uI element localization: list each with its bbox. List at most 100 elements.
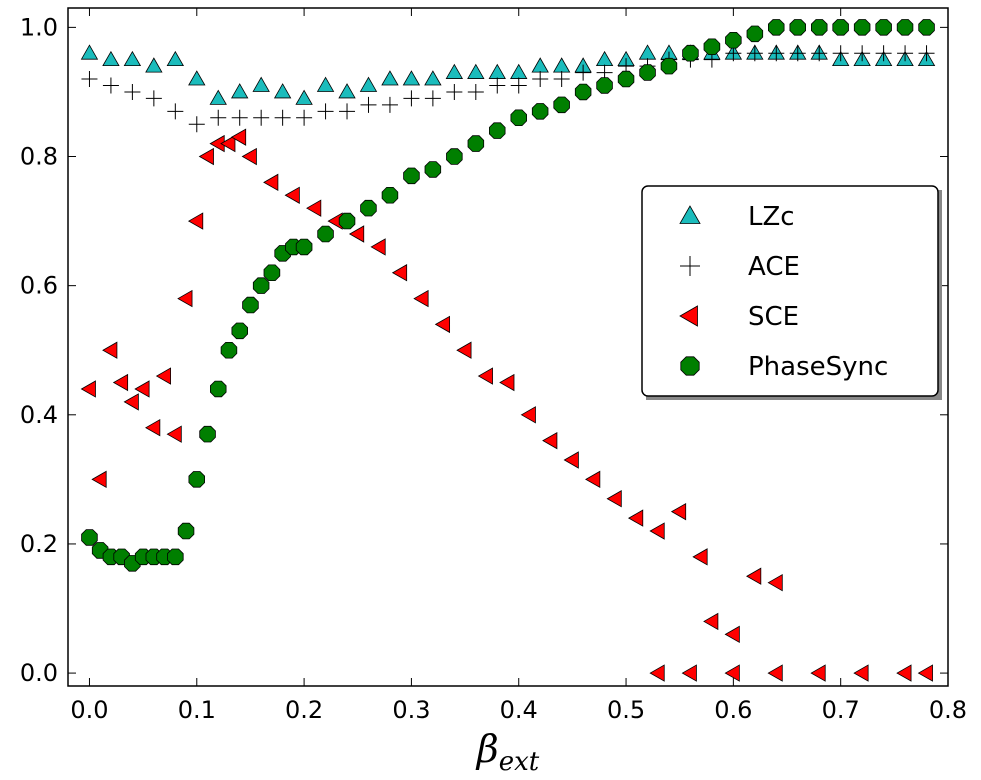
point-sce [91,470,107,489]
point-ace [167,103,184,120]
point-ace [510,77,527,94]
point-phasesync [746,25,764,43]
point-ace [360,96,377,113]
point-ace [210,109,227,126]
point-phasesync [403,167,420,185]
point-phasesync [338,212,356,230]
x-tick-label: 0.3 [392,696,430,724]
point-sce [767,573,783,592]
legend-marker-ace [680,256,700,276]
point-phasesync [467,135,485,152]
point-lzc [338,83,356,99]
point-ace [124,83,141,100]
point-phasesync [252,277,270,294]
point-lzc [188,70,206,86]
point-phasesync [896,19,914,36]
y-tick-label: 0.2 [20,530,58,558]
point-sce [80,380,96,398]
point-lzc [166,50,185,67]
point-ace [339,103,356,120]
x-tick-label: 0.5 [607,696,645,724]
point-ace [875,45,892,62]
point-sce [585,470,601,489]
point-sce [499,373,515,392]
point-phasesync [531,103,549,120]
point-phasesync [875,19,892,36]
axes: 0.0 0.1 0.2 0.3 0.4 0.5 0.6 0.7 0.8 0.0 0.2 0.4 0.6 0… [20,8,967,724]
point-lzc [273,83,292,99]
point-sce [917,664,933,682]
point-lzc [402,70,421,86]
point-sce [155,367,171,385]
y-tick-label: 1.0 [20,13,58,41]
point-lzc [467,63,485,79]
point-sce [145,419,161,437]
x-tick-label: 0.1 [178,696,216,724]
point-sce [413,289,429,308]
legend-box [641,185,939,397]
point-phasesync [832,19,849,36]
point-lzc [424,70,442,86]
point-phasesync [682,44,699,62]
point-phasesync [231,322,249,340]
point-sce [187,212,204,230]
x-tick-label: 0.0 [70,696,108,724]
point-sce [853,664,869,682]
point-phasesync [660,57,678,75]
point-sce [681,664,697,682]
point-sce [391,264,408,282]
point-phasesync [853,19,871,36]
point-sce [456,341,472,359]
legend-label-ace: ACE [748,252,800,282]
x-tick-label: 0.4 [500,696,538,724]
point-lzc [209,89,227,105]
point-ace [446,83,463,100]
point-sce [810,664,826,682]
point-ace [231,109,248,126]
point-sce [896,664,912,682]
point-ace [317,103,334,120]
point-sce [670,502,687,521]
point-ace [424,90,441,107]
series-ace [81,45,935,133]
point-phasesync [768,19,785,36]
point-phasesync [317,225,334,243]
point-sce [563,451,579,469]
point-phasesync [574,83,592,101]
point-ace [296,109,313,126]
point-ace [188,116,205,133]
point-phasesync [918,19,935,36]
point-ace [489,77,506,94]
x-tick-label: 0.6 [714,696,752,724]
point-lzc [252,76,270,92]
point-phasesync [360,199,377,217]
y-tick-label: 0.4 [20,401,58,429]
legend-marker-lzc [679,205,701,224]
point-lzc [445,63,464,79]
point-sce [177,289,193,308]
point-sce [692,548,708,566]
point-ace [145,90,162,107]
point-sce [477,367,493,385]
point-sce [123,393,139,411]
point-sce [606,490,622,508]
point-phasesync [220,341,238,359]
point-phasesync [596,77,613,94]
point-phasesync [263,264,281,282]
point-ace [897,45,914,62]
point-sce [134,380,150,398]
legend-label-lzc: LZc [748,202,795,232]
point-sce [627,509,644,527]
point-phasesync [553,96,570,114]
point-ace [832,45,849,62]
series-sce [80,128,933,682]
point-phasesync [199,425,216,443]
point-lzc [145,57,163,73]
point-ace [403,90,420,107]
point-phasesync [510,109,527,126]
point-sce [102,341,118,359]
point-sce [166,425,182,443]
y-tick-label: 0.6 [20,272,58,300]
x-axis-label-text: βext [475,727,540,777]
